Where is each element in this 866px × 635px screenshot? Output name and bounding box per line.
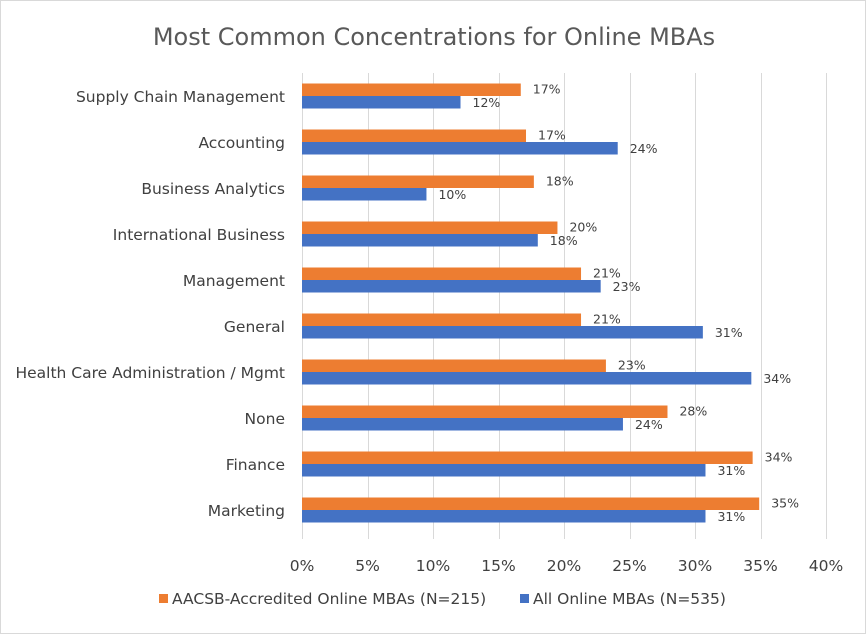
data-label: 31% bbox=[715, 325, 743, 340]
bar bbox=[302, 96, 461, 109]
bar bbox=[302, 326, 703, 339]
bars bbox=[302, 83, 760, 523]
bar bbox=[302, 188, 427, 201]
legend-swatch bbox=[520, 594, 529, 603]
bar bbox=[302, 280, 601, 293]
category-label: General bbox=[224, 318, 285, 336]
category-label: International Business bbox=[113, 226, 285, 244]
bar bbox=[302, 497, 760, 510]
data-label: 24% bbox=[635, 417, 663, 432]
bar bbox=[302, 372, 752, 385]
data-label: 34% bbox=[763, 371, 791, 386]
category-label: Marketing bbox=[208, 502, 285, 520]
category-label: Business Analytics bbox=[141, 180, 285, 198]
x-tick-labels: 0% 5% 10% 15% 20% 25% 30% 35% 40% bbox=[290, 557, 844, 575]
category-label: Supply Chain Management bbox=[76, 88, 285, 106]
bar bbox=[302, 142, 618, 155]
data-label: 28% bbox=[679, 404, 707, 419]
data-label: 17% bbox=[533, 82, 561, 97]
data-label: 21% bbox=[593, 312, 621, 327]
bar bbox=[302, 405, 668, 418]
data-label: 31% bbox=[717, 509, 745, 524]
bar bbox=[302, 234, 538, 247]
bar bbox=[302, 221, 558, 234]
category-label: Management bbox=[183, 272, 285, 290]
x-tick-label: 10% bbox=[416, 557, 450, 575]
data-label: 35% bbox=[771, 496, 799, 511]
bar bbox=[302, 267, 582, 280]
legend-label: All Online MBAs (N=535) bbox=[533, 590, 726, 608]
data-label: 18% bbox=[550, 233, 578, 248]
bar bbox=[302, 359, 606, 372]
bar bbox=[302, 451, 753, 464]
x-tick-label: 5% bbox=[355, 557, 380, 575]
data-label: 31% bbox=[717, 463, 745, 478]
data-label: 21% bbox=[593, 266, 621, 281]
data-label: 20% bbox=[569, 220, 597, 235]
legend-label: AACSB-Accredited Online MBAs (N=215) bbox=[172, 590, 486, 608]
x-tick-label: 0% bbox=[290, 557, 315, 575]
data-label: 12% bbox=[473, 95, 501, 110]
bar bbox=[302, 418, 623, 431]
data-label: 23% bbox=[618, 358, 646, 373]
category-labels: Supply Chain Management Accounting Busines… bbox=[15, 88, 285, 520]
chart-title: Most Common Concentrations for Online MB… bbox=[153, 23, 715, 51]
x-tick-label: 30% bbox=[678, 557, 712, 575]
category-label: Accounting bbox=[198, 134, 285, 152]
bar bbox=[302, 129, 527, 142]
data-label: 17% bbox=[538, 128, 566, 143]
data-label: 34% bbox=[765, 450, 793, 465]
x-tick-label: 40% bbox=[809, 557, 843, 575]
legend: AACSB-Accredited Online MBAs (N=215) All … bbox=[159, 590, 726, 608]
data-labels: 17%12%17%24%18%10%20%18%21%23%21%31%23%3… bbox=[438, 82, 799, 525]
data-label: 23% bbox=[613, 279, 641, 294]
data-label: 10% bbox=[438, 187, 466, 202]
bar bbox=[302, 313, 582, 326]
x-tick-label: 20% bbox=[547, 557, 581, 575]
category-label: Health Care Administration / Mgmt bbox=[15, 364, 285, 382]
bar bbox=[302, 510, 706, 523]
category-label: None bbox=[245, 410, 285, 428]
x-tick-label: 15% bbox=[481, 557, 515, 575]
category-label: Finance bbox=[226, 456, 285, 474]
data-label: 18% bbox=[546, 174, 574, 189]
data-label: 24% bbox=[630, 141, 658, 156]
x-tick-label: 35% bbox=[743, 557, 777, 575]
legend-swatch bbox=[159, 594, 168, 603]
bar bbox=[302, 83, 521, 96]
bar bbox=[302, 464, 706, 477]
bar bbox=[302, 175, 534, 188]
x-tick-label: 25% bbox=[612, 557, 646, 575]
